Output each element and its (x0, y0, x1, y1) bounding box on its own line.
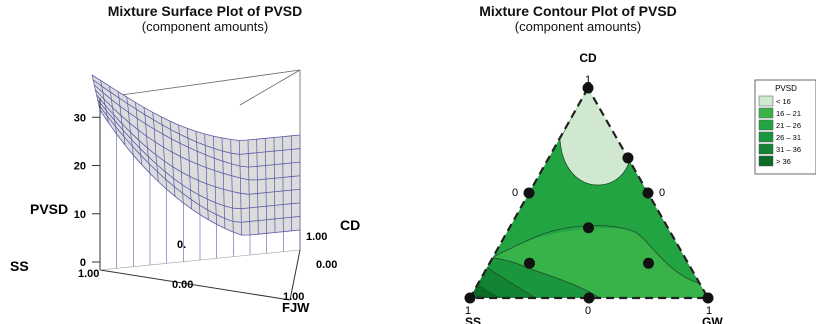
design-point (702, 292, 714, 304)
legend-swatch (758, 131, 774, 143)
vertex-value-ss: 1 (465, 305, 471, 317)
z-tick-label: 10 (74, 209, 86, 221)
edge-tick-cd-max: 1.00 (306, 231, 327, 243)
edge-value-left: 0 (512, 187, 518, 199)
surface-mesh-line (273, 137, 276, 233)
design-point (642, 187, 654, 199)
surface-plot-title: Mixture Surface Plot of PVSD (107, 3, 303, 19)
edge-value-right: 0 (659, 187, 665, 199)
legend-swatch (758, 119, 774, 131)
surface-mesh-line (169, 121, 176, 197)
legend-swatch (758, 143, 774, 155)
surface-mesh-line (264, 138, 268, 234)
z-tick-label: 0 (80, 257, 86, 269)
surface-mesh (91, 74, 301, 270)
design-point (524, 257, 536, 269)
legend-entry-label: < 16 (776, 97, 791, 106)
edge-tick-ss-max: 1.00 (78, 268, 99, 280)
surface-mesh-line (108, 85, 118, 135)
legend-entries: < 16 16 – 21 21 – 26 26 – 31 31 – 36 > 36 (758, 95, 801, 167)
surface-mesh-line (186, 128, 193, 210)
edge-tick-fjw-max: 1.00 (283, 291, 304, 303)
surface-fill (92, 75, 300, 236)
corner-label-fjw: FJW (282, 300, 310, 315)
vertex-label-gw: GW (702, 315, 723, 324)
surface-mesh-line (160, 116, 168, 190)
corner-label-ss: SS (10, 258, 29, 274)
design-point (582, 222, 594, 234)
edge-tick-hidden: 0. (177, 239, 186, 251)
surface-mesh-line (178, 124, 184, 203)
design-point (622, 152, 634, 164)
design-point (583, 292, 595, 304)
surface-mesh-line (143, 107, 151, 174)
design-point (464, 292, 476, 304)
edge-tick-front-mid: 0.00 (172, 279, 193, 291)
legend-swatch (758, 107, 774, 119)
legend-swatch (758, 155, 774, 167)
legend-entry-label: 31 – 36 (776, 145, 801, 154)
surface-mesh-line (204, 133, 209, 220)
vertex-value-cd: 1 (585, 74, 591, 86)
legend-entry-label: 21 – 26 (776, 121, 801, 130)
surface-mesh-line (282, 136, 284, 232)
surface-mesh-line (195, 131, 201, 215)
contour-plot-subtitle: (component amounts) (514, 19, 642, 34)
contour-line-21 (470, 225, 708, 286)
surface-plot-subtitle: (component amounts) (141, 19, 269, 34)
vertex-label-ss: SS (465, 315, 481, 324)
vertex-value-gw: 1 (706, 305, 712, 317)
legend-entry-label: > 36 (776, 157, 791, 166)
surface-front-frame (99, 98, 301, 301)
surface-plot-svg: 0 10 20 30 PVSD SS CD FJW 1.00 0.00 1.00 1.… (10, 69, 360, 315)
surface-mesh-line (247, 139, 251, 236)
surface-mesh-line (212, 136, 218, 225)
legend-entry-label: 16 – 21 (776, 109, 801, 118)
design-points (464, 82, 714, 304)
edge-value-bottom: 0 (585, 305, 591, 317)
contour-plot-svg: CD 1 1 SS 1 GW 0 0 0 PVSD < 16 16 – 21 21 … (464, 51, 816, 324)
z-tick-label: 30 (74, 112, 86, 124)
surface-plot-panel: Mixture Surface Plot of PVSD (component … (10, 3, 360, 315)
design-point (643, 257, 655, 269)
surface-mesh-line (126, 96, 134, 156)
vertex-label-cd: CD (579, 51, 597, 65)
design-point (523, 187, 535, 199)
contour-plot-panel: Mixture Contour Plot of PVSD (component … (410, 0, 816, 324)
legend: PVSD < 16 16 – 21 21 – 26 26 – 31 31 – 36 > 3… (754, 79, 816, 175)
surface-mesh-line (230, 139, 234, 233)
design-point (582, 82, 594, 94)
surface-mesh-line (134, 102, 143, 165)
corner-label-cd: CD (340, 217, 360, 233)
edge-tick-right-mid: 0.00 (316, 259, 337, 271)
surface-mesh-line (152, 112, 159, 182)
z-axis-ticks: 0 10 20 30 (74, 112, 100, 269)
legend-entry-label: 26 – 31 (776, 133, 801, 142)
surface-mesh-line (256, 139, 259, 235)
contour-regions (470, 88, 708, 298)
surface-mesh-line (117, 91, 126, 146)
contour-plot-title: Mixture Contour Plot of PVSD (479, 3, 677, 19)
surface-mesh-line (91, 74, 101, 111)
legend-swatch (758, 95, 774, 107)
legend-title: PVSD (775, 84, 797, 93)
surface-mesh-line (221, 137, 226, 229)
surface-mesh-line (238, 140, 243, 236)
surface-mesh-line (100, 80, 109, 123)
z-tick-label: 20 (74, 161, 86, 173)
z-axis-label: PVSD (30, 201, 68, 217)
contour-line-31 (470, 261, 536, 298)
